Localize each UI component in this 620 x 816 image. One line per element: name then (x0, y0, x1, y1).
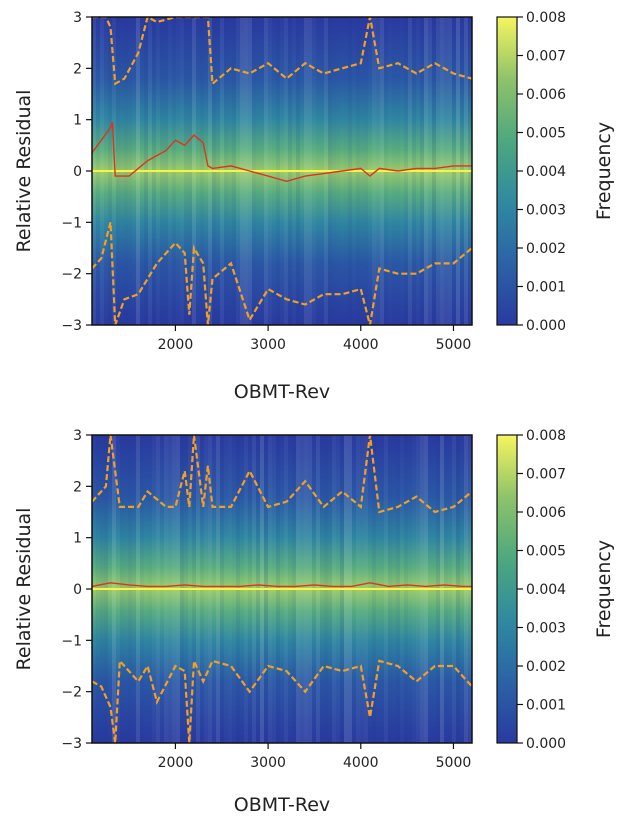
y-axis-label: Relative Residual (13, 508, 35, 671)
colorbar-tick-label: 0.001 (526, 698, 566, 714)
y-tick-label: 3 (73, 10, 82, 26)
x-tick-label: 2000 (158, 755, 194, 771)
colorbar-tick-label: 0.004 (526, 582, 566, 598)
x-tick-label: 5000 (436, 755, 472, 771)
colorbar-tick-label: 0.000 (526, 736, 566, 752)
y-axis-label: Relative Residual (13, 90, 35, 253)
y-tick-label: −1 (61, 633, 82, 649)
series-upper-bound (92, 435, 472, 514)
colorbar-tick-label: 0.008 (526, 10, 566, 26)
x-tick-label: 2000 (158, 337, 194, 353)
chart-panel-bottom: 2000 3000 4000 5000 −3 −2 −1 0 1 2 3 OBMT-Rev Rel… (13, 428, 615, 816)
colorbar-tick-label: 0.001 (526, 280, 566, 296)
y-tick-label: 1 (73, 113, 82, 129)
colorbar-tick-label: 0.002 (526, 241, 566, 257)
colorbar-label: Frequency (593, 540, 615, 638)
y-tick-label: 3 (73, 428, 82, 444)
y-tick-label: −2 (61, 685, 82, 701)
series-lines (92, 435, 472, 743)
colorbar-tick-label: 0.007 (526, 49, 566, 65)
y-tick-label: −2 (61, 267, 82, 283)
y-tick-label: 0 (73, 164, 82, 180)
colorbar-tick-label: 0.003 (526, 203, 566, 219)
colorbar-tick-label: 0.008 (526, 428, 566, 444)
x-tick-label: 3000 (250, 337, 286, 353)
colorbar-tick-label: 0.005 (526, 126, 566, 142)
colorbar-tick-label: 0.006 (526, 87, 566, 103)
series-median (92, 582, 472, 588)
x-axis-label: OBMT-Rev (234, 794, 330, 816)
x-tick-label: 3000 (250, 755, 286, 771)
colorbar-tick-label: 0.004 (526, 164, 566, 180)
colorbar-tick-label: 0.003 (526, 621, 566, 637)
y-tick-label: −1 (61, 215, 82, 231)
series-median (92, 121, 472, 183)
series-lower-bound (92, 222, 472, 325)
chart-panel-top: 2000 3000 4000 5000 −3 −2 −1 0 1 2 3 OBMT-Rev Rel… (13, 10, 615, 403)
y-tick-label: 2 (73, 479, 82, 495)
colorbar-tick-label: 0.000 (526, 318, 566, 334)
x-tick-label: 4000 (343, 755, 379, 771)
colorbar-tick-label: 0.006 (526, 505, 566, 521)
y-tick-label: −3 (61, 318, 82, 334)
colorbar-tick-label: 0.005 (526, 544, 566, 560)
colorbar (496, 16, 518, 326)
colorbar-ticks: 0.000 0.001 0.002 0.003 0.004 0.005 0.006 0.007… (517, 428, 566, 752)
y-tick-label: 0 (73, 582, 82, 598)
colorbar-tick-label: 0.002 (526, 659, 566, 675)
x-tick-label: 4000 (343, 337, 379, 353)
series-upper-bound (92, 17, 472, 86)
x-axis-ticks: 2000 3000 4000 5000 (158, 325, 472, 353)
x-tick-label: 5000 (436, 337, 472, 353)
colorbar-ticks: 0.000 0.001 0.002 0.003 0.004 0.005 0.006 0.007… (517, 10, 566, 334)
y-tick-label: −3 (61, 736, 82, 752)
series-lines (92, 17, 472, 325)
y-tick-label: 2 (73, 61, 82, 77)
colorbar-tick-label: 0.007 (526, 467, 566, 483)
x-axis-label: OBMT-Rev (234, 381, 330, 403)
y-axis-ticks: −3 −2 −1 0 1 2 3 (61, 10, 92, 334)
colorbar (496, 434, 518, 744)
y-axis-ticks: −3 −2 −1 0 1 2 3 (61, 428, 92, 752)
x-axis-ticks: 2000 3000 4000 5000 (158, 743, 472, 771)
y-tick-label: 1 (73, 531, 82, 547)
colorbar-label: Frequency (593, 122, 615, 220)
